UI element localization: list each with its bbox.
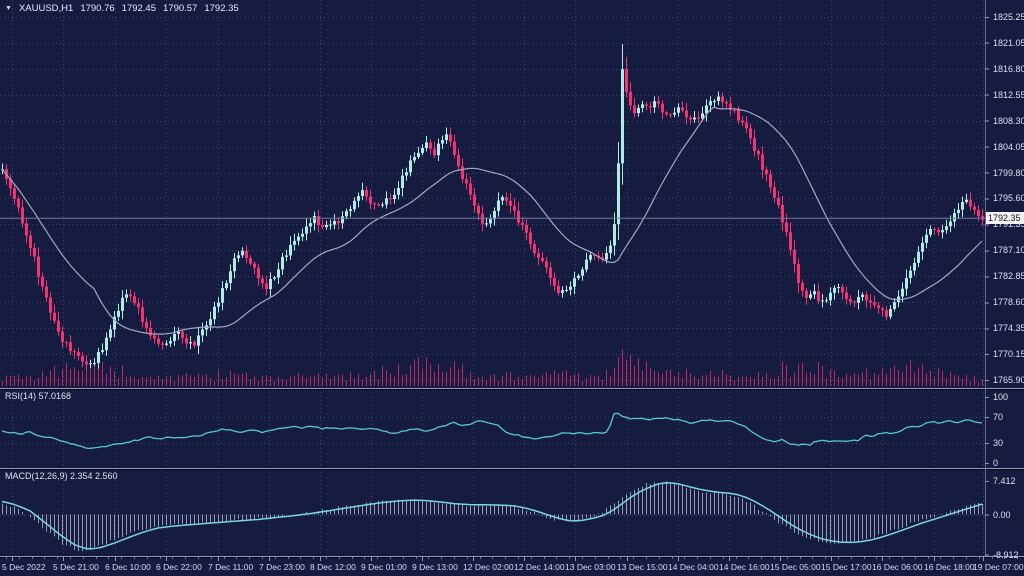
price-axis-label: 1821.05 (993, 37, 1024, 48)
time-axis-label: 12 Dec 14:00 (514, 562, 565, 572)
chart-header: ▼ XAUUSD,H1 1790.76 1792.45 1790.57 1792… (5, 3, 239, 14)
panel-resize-separator-rsi[interactable] (0, 386, 985, 390)
time-axis-label: 7 Dec 11:00 (208, 562, 254, 572)
time-axis-label: 9 Dec 01:00 (361, 562, 407, 572)
rsi-axis-label: 0 (993, 458, 999, 468)
price-axis-label: 1799.80 (993, 167, 1024, 178)
macd-axis-label: 7.412 (993, 476, 1016, 487)
rsi-axis-label: 30 (993, 438, 1004, 449)
price-axis-label: 1804.05 (993, 141, 1024, 152)
ohlc-close: 1792.35 (204, 3, 239, 14)
time-axis-label: 16 Dec 06:00 (872, 562, 923, 572)
main-chart-panel[interactable] (0, 0, 985, 388)
ohlc-high: 1792.45 (121, 3, 156, 14)
panel-separators (0, 388, 1024, 558)
price-axis-label: 1778.60 (993, 297, 1024, 308)
rsi-axis-label: 100 (993, 392, 1009, 402)
time-axis-label: 16 Dec 18:00 (924, 562, 975, 572)
candles-layer (1, 43, 984, 370)
price-axis-label: 1795.60 (993, 193, 1024, 204)
time-axis-label: 12 Dec 02:00 (463, 562, 514, 572)
rsi-panel[interactable] (0, 390, 985, 468)
time-axis-label: 19 Dec 07:00 (973, 562, 1024, 572)
price-axis-label: 1825.25 (993, 12, 1024, 22)
price-axis-label: 1791.35 (993, 219, 1024, 230)
macd-layer (1, 481, 983, 552)
price-axis-label: 1808.30 (993, 115, 1024, 126)
rsi-line-layer (1, 412, 983, 449)
price-axis-label: 1774.35 (993, 323, 1024, 334)
price-axis-label: 1782.85 (993, 271, 1024, 282)
price-axis-label: 1816.80 (993, 63, 1024, 74)
time-axis-label: 5 Dec 21:00 (53, 562, 99, 572)
time-axis-label: 9 Dec 13:00 (412, 562, 458, 572)
symbol-dropdown-icon[interactable]: ▼ (5, 5, 12, 12)
ohlc-low: 1790.57 (163, 3, 198, 14)
time-axis-label: 15 Dec 05:00 (770, 562, 821, 572)
panel-resize-separator-macd[interactable] (0, 466, 985, 470)
moving-average-layer (1, 106, 983, 335)
grid-layer (0, 0, 985, 556)
time-axis-label: 13 Dec 15:00 (617, 562, 668, 572)
ohlc-open: 1790.76 (80, 3, 115, 14)
macd-panel[interactable] (0, 470, 985, 556)
time-axis-label: 14 Dec 04:00 (668, 562, 719, 572)
macd-axis-label: 0.00 (993, 509, 1011, 520)
price-axis-label: 1770.15 (993, 348, 1024, 359)
time-axis-label: 6 Dec 22:00 (156, 562, 202, 572)
rsi-axis-label: 70 (993, 411, 1004, 422)
time-axis-label: 8 Dec 12:00 (310, 562, 356, 572)
price-axis-label: 1765.90 (993, 374, 1024, 385)
axis-lines-ticks (6, 0, 1018, 561)
price-axis-label: 1787.10 (993, 245, 1024, 256)
time-axis-label: 6 Dec 10:00 (105, 562, 151, 572)
current-price-tag: 1792.35 (986, 212, 1024, 225)
symbol-timeframe-label: XAUUSD,H1 (18, 3, 74, 14)
time-axis-label: 7 Dec 23:00 (259, 562, 305, 572)
macd-axis-label: -8.912 (993, 549, 1019, 560)
rsi-indicator-label: RSI(14) 57.0168 (5, 391, 72, 401)
time-axis-label: 14 Dec 16:00 (719, 562, 770, 572)
macd-indicator-label: MACD(12,26,9) 2.354 2.560 (5, 471, 118, 481)
time-axis-label: 15 Dec 17:00 (821, 562, 872, 572)
volume-layer (2, 349, 983, 386)
time-axis-label: 5 Dec 2022 (2, 562, 46, 572)
time-axis-label: 13 Dec 03:00 (565, 562, 616, 572)
price-axis-label: 1812.55 (993, 89, 1024, 100)
